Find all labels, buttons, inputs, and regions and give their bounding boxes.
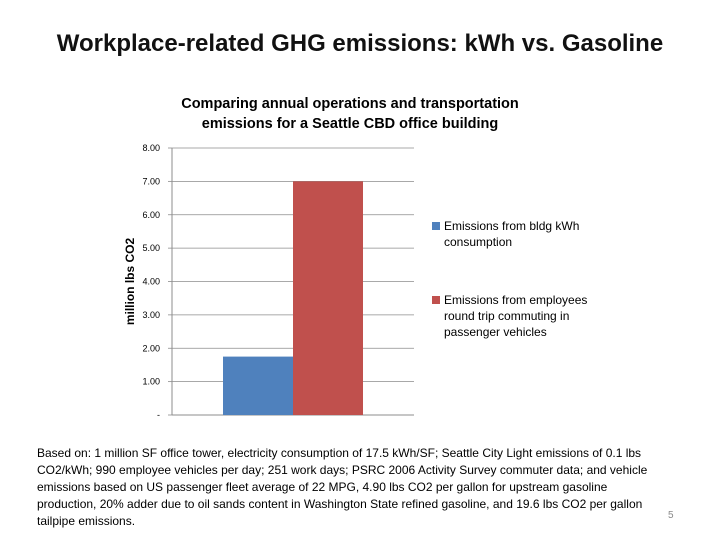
legend-item-bldg-kwh: Emissions from bldg kWh consumption [432,218,607,250]
y-tick-label: 4.00 [142,277,160,287]
y-tick-label: 6.00 [142,210,160,220]
chart-title-line-1: Comparing annual operations and transpor… [181,96,519,112]
chart-legend: Emissions from bldg kWh consumption Emis… [432,218,607,340]
bar-series-1 [223,356,293,415]
y-tick-label: 5.00 [142,243,160,253]
y-tick-label: 2.00 [142,343,160,353]
legend-swatch-commuting [432,296,440,304]
y-tick-label: 8.00 [142,143,160,153]
legend-swatch-bldg-kwh [432,222,440,230]
y-tick-label: 3.00 [142,310,160,320]
legend-label-commuting: Emissions from employees round trip comm… [444,293,588,339]
y-tick-label: 7.00 [142,176,160,186]
slide-title: Workplace-related GHG emissions: kWh vs.… [56,30,664,57]
y-tick-label: - [157,410,160,420]
legend-item-commuting: Emissions from employees round trip comm… [432,292,607,340]
footnote: Based on: 1 million SF office tower, ele… [37,446,648,528]
bar-series-2 [293,181,363,415]
y-axis-label: million lbs CO2 [123,238,137,326]
slide-number: 5 [668,510,674,521]
legend-label-bldg-kwh: Emissions from bldg kWh consumption [444,219,580,249]
chart-title: Comparing annual operations and transpor… [130,94,570,134]
chart-title-line-2: emissions for a Seattle CBD office build… [201,116,499,132]
y-tick-label: 1.00 [142,377,160,387]
